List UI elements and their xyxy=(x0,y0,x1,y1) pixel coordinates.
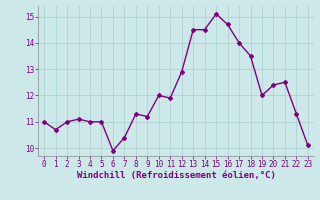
X-axis label: Windchill (Refroidissement éolien,°C): Windchill (Refroidissement éolien,°C) xyxy=(76,171,276,180)
